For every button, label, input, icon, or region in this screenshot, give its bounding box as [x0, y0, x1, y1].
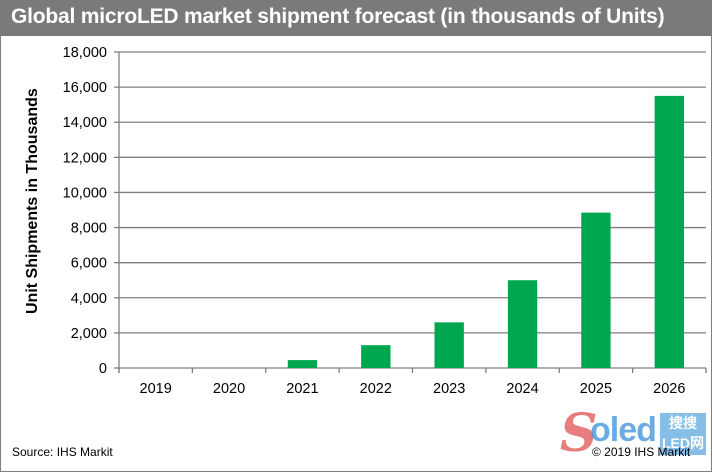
- y-tick-label: 16,000: [63, 80, 107, 96]
- watermark-text: oled: [590, 411, 657, 449]
- x-tick-label: 2021: [286, 381, 318, 397]
- y-tick-label: 10,000: [63, 185, 107, 201]
- bar-2023: [434, 322, 464, 368]
- source-note: Source: IHS Markit: [12, 445, 113, 459]
- chart-title: Global microLED market shipment forecast…: [11, 5, 665, 28]
- bar-2022: [361, 345, 391, 368]
- watermark-logo: S oled 搜搜 LED网: [560, 405, 710, 463]
- bar-2026: [654, 95, 684, 368]
- x-tick-label: 2026: [653, 381, 685, 397]
- y-tick-label: 0: [99, 361, 107, 377]
- bar-2024: [507, 280, 538, 368]
- y-tick-label: 2,000: [71, 326, 107, 342]
- copyright-note: © 2019 IHS Markit: [592, 445, 691, 459]
- x-tick-label: 2024: [506, 381, 538, 397]
- y-tick-label: 8,000: [71, 221, 107, 237]
- x-tick-label: 2019: [140, 381, 172, 397]
- x-tick-label: 2025: [580, 381, 612, 397]
- y-tick-label: 4,000: [71, 291, 107, 307]
- y-tick-label: 12,000: [63, 150, 107, 166]
- watermark-box: 搜搜 LED网: [660, 413, 706, 455]
- x-tick-label: 2020: [213, 381, 245, 397]
- watermark-letter: S: [560, 403, 598, 464]
- title-bar: Global microLED market shipment forecast…: [0, 0, 712, 36]
- x-tick-label: 2022: [360, 381, 392, 397]
- x-tick-label: 2023: [433, 381, 465, 397]
- bar-2021: [287, 360, 318, 368]
- bar-2025: [581, 212, 611, 368]
- y-tick-label: 14,000: [63, 115, 107, 131]
- y-tick-label: 6,000: [71, 256, 107, 272]
- y-tick-label: 18,000: [63, 45, 107, 61]
